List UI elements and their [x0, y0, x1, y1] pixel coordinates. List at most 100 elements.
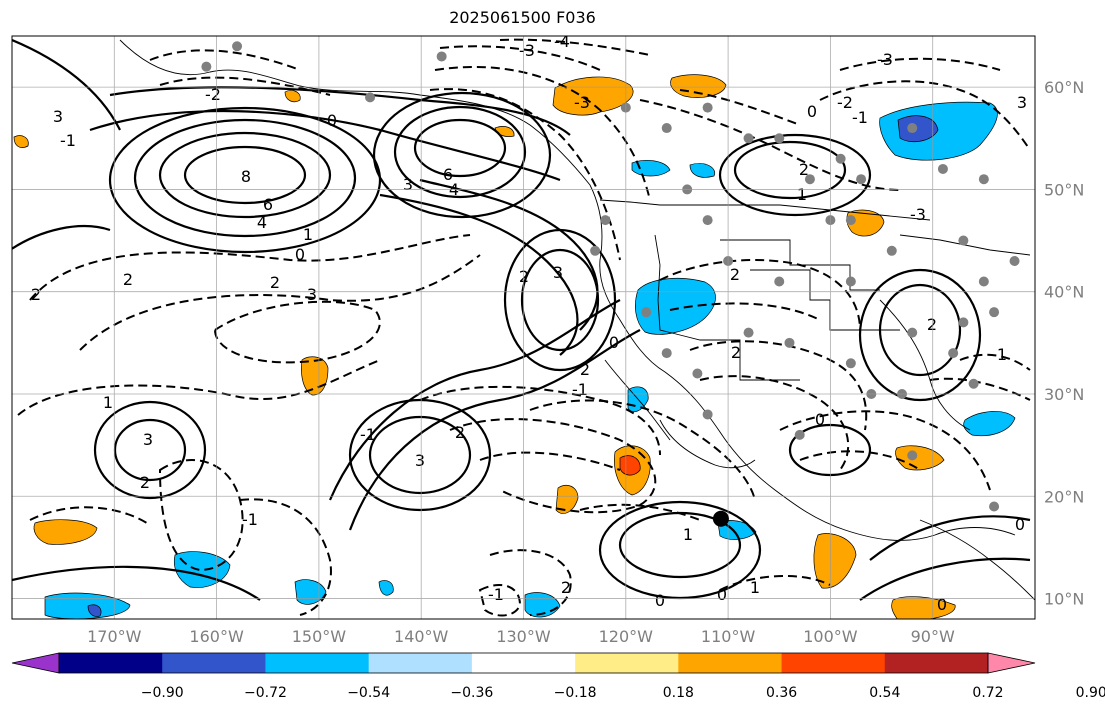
- station-marker: [436, 51, 447, 62]
- lat-tick-label: 20°N: [1044, 487, 1084, 506]
- station-marker: [784, 337, 795, 348]
- contour-label: 6: [263, 195, 273, 214]
- contour-label: 1: [997, 345, 1007, 364]
- colorbar-extend-high: [987, 652, 1036, 674]
- colorbar-segment: [368, 653, 473, 673]
- station-marker: [692, 368, 703, 379]
- lon-tick-label: 170°W: [87, 627, 142, 646]
- latitude-axis: 10°N 20°N 30°N 40°N 50°N 60°N: [1044, 78, 1084, 608]
- negative-contours: [17, 38, 1031, 617]
- contour-label: 2: [519, 267, 529, 286]
- station-marker: [958, 235, 969, 246]
- station-marker: [774, 276, 785, 287]
- colorbar-tick-label: −0.36: [450, 685, 493, 701]
- colorbar-tick-label: −0.72: [244, 685, 287, 701]
- station-marker: [661, 348, 672, 359]
- station-marker: [590, 245, 601, 256]
- station-marker: [1009, 256, 1020, 267]
- colorbar-segment: [265, 653, 370, 673]
- lat-tick-label: 10°N: [1044, 590, 1084, 609]
- map-plot-area: 8 6 4 3 0 1 2 3 6 4 3 2 3 2 1 3 2 2 2 -1…: [12, 32, 1035, 619]
- station-marker: [804, 174, 815, 185]
- lat-tick-label: 50°N: [1044, 180, 1084, 199]
- station-marker: [845, 276, 856, 287]
- contour-label: 0: [609, 333, 619, 352]
- colorbar-segment: [471, 653, 576, 673]
- colorbar: −0.90 −0.72 −0.54 −0.36 −0.18 0.18 0.36 0.54 0.7…: [11, 652, 1105, 701]
- location-marker: [712, 510, 729, 527]
- map-title: 2025061500 F036: [449, 8, 596, 27]
- contour-label: 2: [31, 285, 41, 304]
- station-marker: [600, 215, 611, 226]
- station-marker: [856, 174, 867, 185]
- station-marker: [794, 429, 805, 440]
- colorbar-segment: [162, 653, 266, 673]
- station-marker: [907, 450, 918, 461]
- station-marker: [232, 41, 243, 52]
- contour-label: -1: [488, 585, 504, 604]
- positive-contours: [12, 38, 1031, 601]
- lat-tick-label: 60°N: [1044, 78, 1084, 97]
- contour-label: -1: [852, 108, 868, 127]
- longitude-axis: 170°W 160°W 150°W 140°W 130°W 120°W 110°W 100°W…: [87, 627, 955, 646]
- contour-label: -3: [574, 93, 590, 112]
- lon-tick-label: 160°W: [189, 627, 244, 646]
- station-marker: [201, 61, 212, 72]
- station-marker: [365, 92, 376, 103]
- station-marker: [743, 327, 754, 338]
- contour-label: 2: [731, 343, 741, 362]
- contour-label: 4: [257, 213, 267, 232]
- contour-label: 0: [327, 111, 337, 130]
- contour-label: 3: [53, 107, 63, 126]
- contour-label: 6: [443, 165, 453, 184]
- contour-label: 1: [750, 578, 760, 597]
- station-marker: [948, 348, 959, 359]
- contour-label: 2: [270, 273, 280, 292]
- contour-label: 0: [295, 245, 305, 264]
- contour-label: -4: [554, 32, 570, 51]
- contour-label: -3: [910, 205, 926, 224]
- contour-label: -3: [519, 41, 535, 60]
- contour-label: 2: [123, 270, 133, 289]
- contour-label: 1: [103, 393, 113, 412]
- station-marker: [661, 123, 672, 134]
- gridlines: [12, 36, 1035, 619]
- colorbar-tick-label: −0.90: [141, 685, 184, 701]
- contour-label: 3: [307, 285, 317, 304]
- station-marker: [978, 276, 989, 287]
- colorbar-tick-label: −0.54: [347, 685, 390, 701]
- station-marker: [702, 409, 713, 420]
- station-marker: [937, 163, 948, 174]
- lon-tick-label: 130°W: [496, 627, 551, 646]
- contour-label: -1: [60, 131, 76, 150]
- contour-label: 1: [683, 525, 693, 544]
- contour-label: 3: [143, 430, 153, 449]
- contour-label: 0: [717, 585, 727, 604]
- contour-label: -2: [205, 85, 221, 104]
- lon-tick-label: 120°W: [599, 627, 654, 646]
- colorbar-segment: [575, 653, 679, 673]
- colorbar-segment: [781, 653, 886, 673]
- station-marker: [702, 102, 713, 113]
- contour-label: 0: [655, 591, 665, 610]
- lon-tick-label: 140°W: [394, 627, 449, 646]
- station-marker: [968, 378, 979, 389]
- contour-label: 2: [799, 160, 809, 179]
- station-marker: [978, 174, 989, 185]
- contour-label: 2: [140, 473, 150, 492]
- colorbar-segment: [678, 653, 783, 673]
- map-frame: [11, 35, 1036, 620]
- contour-label: 2: [580, 360, 590, 379]
- contour-label: -1: [572, 380, 588, 399]
- contour-label: -3: [877, 50, 893, 69]
- station-markers: [201, 41, 1020, 512]
- colorbar-tick-label: 0.72: [972, 685, 1003, 701]
- contour-label: 2: [730, 265, 740, 284]
- contour-label: 0: [807, 102, 817, 121]
- station-marker: [907, 327, 918, 338]
- contour-label: 0: [937, 595, 947, 614]
- lon-tick-label: 90°W: [911, 627, 955, 646]
- contour-label: 2: [927, 315, 937, 334]
- contour-label: 3: [553, 263, 563, 282]
- contour-label: 2: [455, 423, 465, 442]
